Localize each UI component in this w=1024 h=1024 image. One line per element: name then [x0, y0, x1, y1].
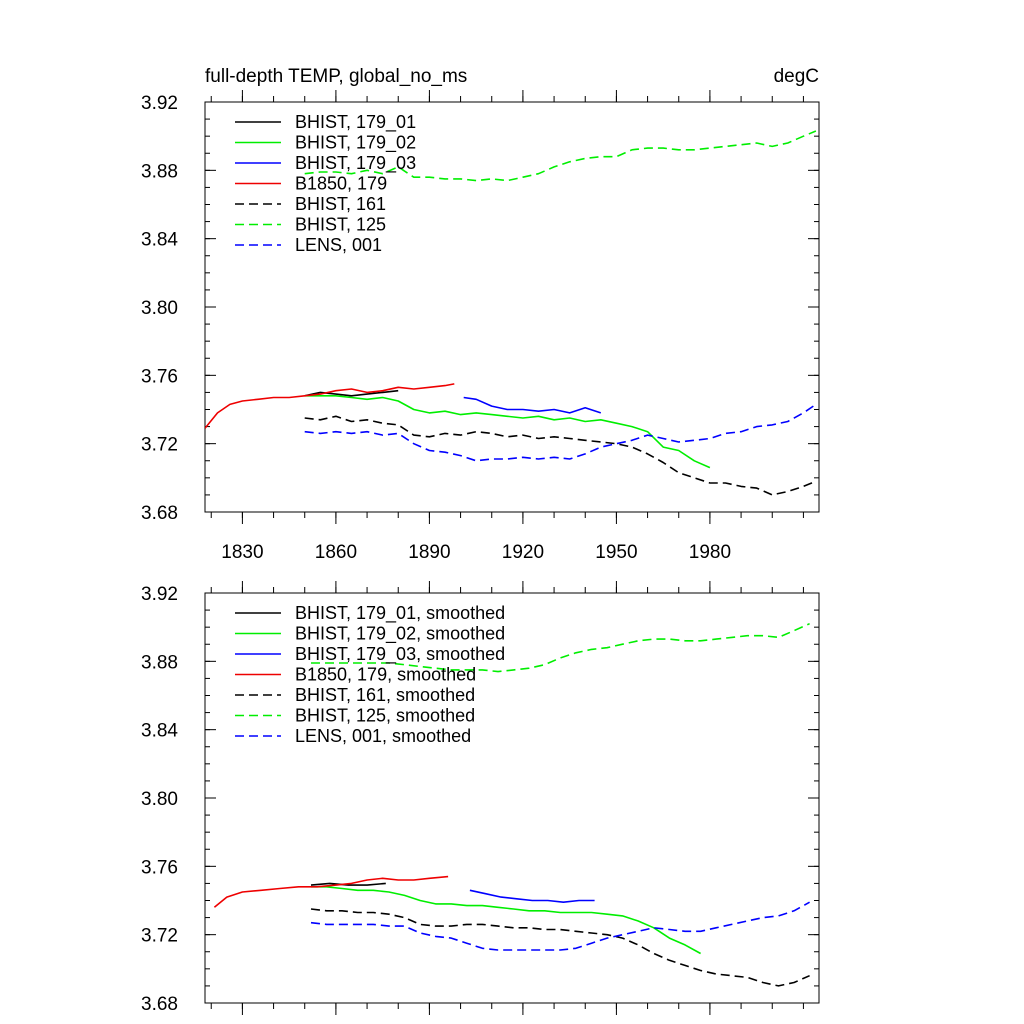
- legend-label: BHIST, 179_01: [295, 112, 416, 133]
- y-tick-label: 3.92: [141, 93, 178, 114]
- y-tick-label: 3.88: [141, 652, 178, 673]
- y-tick-label: 3.76: [141, 366, 178, 387]
- y-tick-label: 3.92: [141, 584, 178, 605]
- y-tick-label: 3.68: [141, 503, 178, 524]
- x-tick-label: 1980: [689, 542, 731, 563]
- series-line-bhist-161-smoothed: [310, 908, 810, 987]
- series-line-bhist-179-02: [304, 394, 711, 469]
- x-tick-label: 1860: [315, 542, 357, 563]
- legend-label: BHIST, 179_03: [295, 153, 416, 174]
- series-line-bhist-179-02-smoothed: [311, 885, 701, 955]
- y-tick-label: 3.80: [141, 789, 178, 810]
- legend-label: BHIST, 161: [295, 194, 386, 214]
- x-tick-label: 1890: [408, 542, 450, 563]
- x-tick-label: 1830: [221, 542, 263, 563]
- series-line-b1850-179-smoothed: [213, 875, 449, 908]
- legend-label: BHIST, 179_02, smoothed: [295, 624, 505, 645]
- series-line-bhist-179-03-smoothed: [469, 889, 595, 904]
- series-line-lens-001-smoothed: [310, 901, 810, 951]
- series-line-bhist-179-01-smoothed: [310, 882, 386, 886]
- series-lines: [205, 130, 817, 496]
- y-tick-label: 3.72: [141, 435, 178, 456]
- y-tick-label: 3.72: [141, 926, 178, 947]
- x-tick-label: 1920: [502, 542, 544, 563]
- y-tick-label: 3.76: [141, 857, 178, 878]
- legend-label: BHIST, 179_03, smoothed: [295, 644, 505, 665]
- y-tick-label: 3.68: [141, 994, 178, 1015]
- legend-label: BHIST, 179_02: [295, 133, 416, 154]
- series-lines: [213, 622, 810, 987]
- series-line-bhist-179-01: [304, 389, 399, 397]
- y-tick-label: 3.80: [141, 298, 178, 319]
- series-line-bhist-125: [304, 130, 817, 182]
- series-line-bhist-125-smoothed: [311, 622, 810, 673]
- legend-label: B1850, 179: [295, 174, 387, 194]
- y-tick-label: 3.88: [141, 161, 178, 182]
- legend-label: B1850, 179, smoothed: [295, 665, 476, 685]
- series-line-bhist-179-03: [463, 396, 602, 414]
- legend-label: BHIST, 125, smoothed: [295, 706, 475, 726]
- series-line-lens-001: [304, 403, 817, 462]
- legend-label: LENS, 001: [295, 235, 382, 255]
- legend-label: BHIST, 161, smoothed: [295, 685, 475, 705]
- y-tick-label: 3.84: [141, 230, 178, 251]
- legend-label: LENS, 001, smoothed: [295, 726, 471, 746]
- legend-label: BHIST, 125: [295, 215, 386, 235]
- chart-title-left: full-depth TEMP, global_no_ms: [205, 66, 467, 87]
- chart-title-right: degC: [774, 66, 819, 87]
- y-tick-label: 3.84: [141, 721, 178, 742]
- bottom-panel: 3.68 3.72 3.76 3.80 3.84 3.88 3.92 BHIST, 179_0…: [141, 581, 820, 1015]
- x-tick-label: 1950: [595, 542, 637, 563]
- top-panel: 3.68 3.72 3.76 3.80 3.84 3.88 3.92 1830 1860 1890…: [141, 66, 820, 563]
- series-line-b1850-179: [205, 383, 455, 429]
- legend-label: BHIST, 179_01, smoothed: [295, 603, 505, 624]
- series-line-bhist-161: [304, 415, 817, 496]
